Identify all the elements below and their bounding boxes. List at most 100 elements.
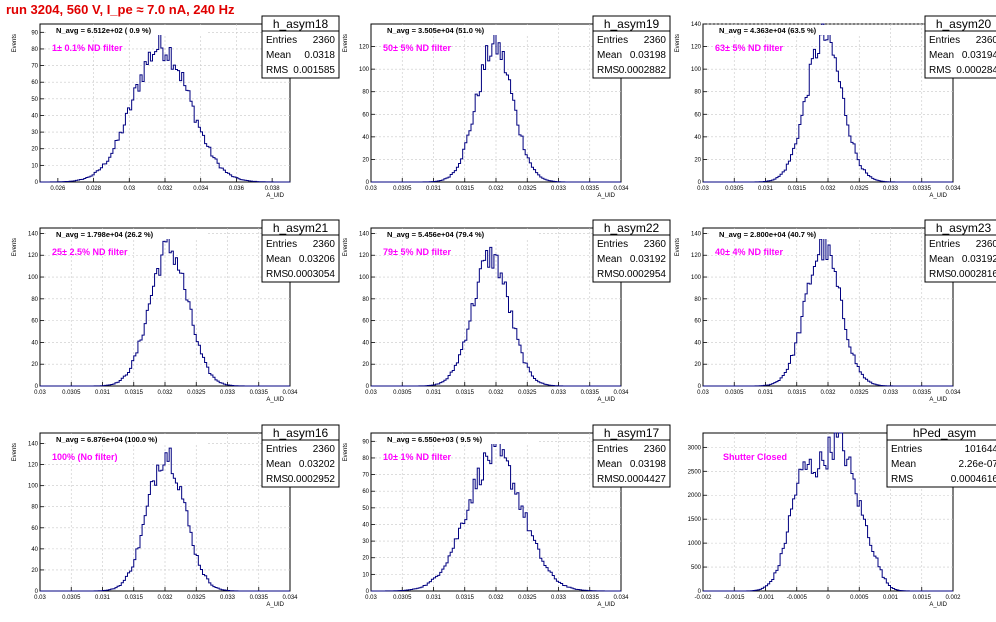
filter-label: 10± 1% ND filter — [383, 452, 451, 462]
y-tick-label: 140 — [28, 231, 39, 237]
x-tick-label: 0.0315 — [788, 186, 807, 192]
y-tick-label: 0 — [35, 589, 39, 595]
panel-h_asym23: 0.03 0.0305 0.031 0.0315 0.032 0.0325 0.033 0.0… — [675, 219, 996, 403]
y-tick-label: 70 — [362, 473, 369, 479]
x-tick-label: 0.0305 — [725, 390, 744, 396]
stats-label: RMS — [929, 65, 952, 76]
x-axis-title: A_UID — [266, 397, 284, 403]
stats-label: Entries — [929, 239, 960, 250]
y-tick-label: 0 — [366, 180, 370, 186]
stats-box — [924, 219, 996, 283]
stats-title: h_asym20 — [936, 17, 992, 31]
stats-value: 0.0318 — [304, 50, 335, 61]
navg-box — [377, 229, 537, 239]
stats-label: RMS — [597, 65, 620, 76]
x-tick-label: 0.0335 — [581, 595, 600, 601]
x-tick-label: 0.026 — [50, 186, 66, 192]
x-tick-label: 0.031 — [758, 186, 774, 192]
stats-label: Mean — [597, 254, 622, 265]
histogram-h_asym18 — [39, 32, 291, 183]
y-tick-label: 80 — [31, 297, 38, 303]
y-tick-label: 50 — [31, 97, 38, 103]
x-tick-label: 0.034 — [193, 186, 209, 192]
stats-label: Entries — [266, 239, 297, 250]
panel-h_asym20: 0.03 0.0305 0.031 0.0315 0.032 0.0325 0.033 0.0… — [675, 15, 996, 199]
x-tick-label: 0.033 — [220, 390, 236, 396]
y-tick-label: 0 — [698, 180, 702, 186]
navg-box — [46, 25, 206, 35]
stats-value: 0.0002882 — [619, 65, 667, 76]
stats-value: 0.03192 — [630, 254, 667, 265]
stats-label: RMS — [929, 269, 952, 280]
stats-value: 2360 — [313, 35, 336, 46]
y-tick-label: 80 — [362, 297, 369, 303]
stats-title: h_asym16 — [273, 426, 329, 440]
x-tick-label: -0.002 — [694, 595, 712, 601]
y-axis-title: Events — [343, 443, 349, 461]
x-tick-label: 0.032 — [820, 390, 836, 396]
stats-value: 2360 — [976, 35, 996, 46]
stats-label: Entries — [929, 35, 960, 46]
x-tick-label: 0.032 — [820, 186, 836, 192]
x-tick-label: 0.0335 — [581, 186, 600, 192]
y-tick-label: 120 — [359, 253, 370, 259]
x-tick-label: 0.0325 — [850, 186, 869, 192]
stats-label: Mean — [597, 459, 622, 470]
y-tick-label: 500 — [691, 565, 702, 571]
stats-value: 0.000284 — [956, 65, 996, 76]
stats-value: 0.0003054 — [288, 269, 336, 280]
y-tick-label: 60 — [694, 319, 701, 325]
y-tick-label: 50 — [362, 506, 369, 512]
x-tick-label: 0.002 — [945, 595, 961, 601]
y-tick-label: 100 — [359, 275, 370, 281]
stats-value: 0.03206 — [299, 254, 336, 265]
y-tick-label: 140 — [691, 22, 702, 28]
stats-value: 2360 — [644, 35, 667, 46]
stats-label: RMS — [266, 269, 289, 280]
x-tick-label: 0.031 — [426, 390, 442, 396]
y-tick-label: 40 — [694, 340, 701, 346]
x-tick-label: 0.0335 — [581, 390, 600, 396]
x-tick-label: 0 — [826, 595, 830, 601]
x-axis-title: A_UID — [597, 397, 615, 403]
stats-label: Mean — [929, 254, 954, 265]
y-axis-title: Events — [12, 238, 18, 256]
y-tick-label: 120 — [28, 253, 39, 259]
x-tick-label: -0.0015 — [724, 595, 745, 601]
stats-title: h_asym21 — [273, 221, 329, 235]
navg-label: N_avg = 4.363e+04 (63.5 %) — [719, 26, 817, 35]
stats-label: RMS — [266, 65, 289, 76]
y-tick-label: 2000 — [688, 493, 702, 499]
stats-label: Mean — [891, 459, 916, 470]
x-axis-title: A_UID — [929, 193, 947, 199]
navg-box — [46, 434, 206, 444]
navg-label: N_avg = 5.456e+04 (79.4 %) — [387, 230, 485, 239]
y-tick-label: 80 — [362, 456, 369, 462]
y-tick-label: 100 — [359, 67, 370, 73]
x-tick-label: 0.0315 — [125, 595, 144, 601]
navg-label: N_avg = 2.800e+04 (40.7 %) — [719, 230, 817, 239]
y-tick-label: 2500 — [688, 469, 702, 475]
stats-value: 0.03198 — [630, 50, 667, 61]
histogram-hPed_asym — [703, 432, 953, 592]
stats-box — [592, 219, 671, 283]
plot-frame — [39, 23, 291, 183]
y-tick-label: 20 — [31, 568, 38, 574]
x-tick-label: 0.038 — [265, 186, 281, 192]
y-tick-label: 90 — [31, 30, 38, 36]
x-tick-label: 0.001 — [883, 595, 899, 601]
filter-label: 100% (No filter) — [52, 452, 118, 462]
stats-value: 2360 — [644, 239, 667, 250]
y-tick-label: 20 — [362, 362, 369, 368]
y-tick-label: 0 — [35, 180, 39, 186]
x-tick-label: 0.033 — [220, 595, 236, 601]
y-axis-title: Events — [675, 238, 681, 256]
y-tick-label: 60 — [31, 319, 38, 325]
y-tick-label: 100 — [28, 484, 39, 490]
x-tick-label: 0.0315 — [125, 390, 144, 396]
x-tick-label: 0.032 — [488, 595, 504, 601]
x-tick-label: 0.03 — [697, 390, 709, 396]
y-tick-label: 100 — [28, 275, 39, 281]
y-tick-label: 40 — [362, 135, 369, 141]
y-tick-label: 60 — [694, 112, 701, 118]
